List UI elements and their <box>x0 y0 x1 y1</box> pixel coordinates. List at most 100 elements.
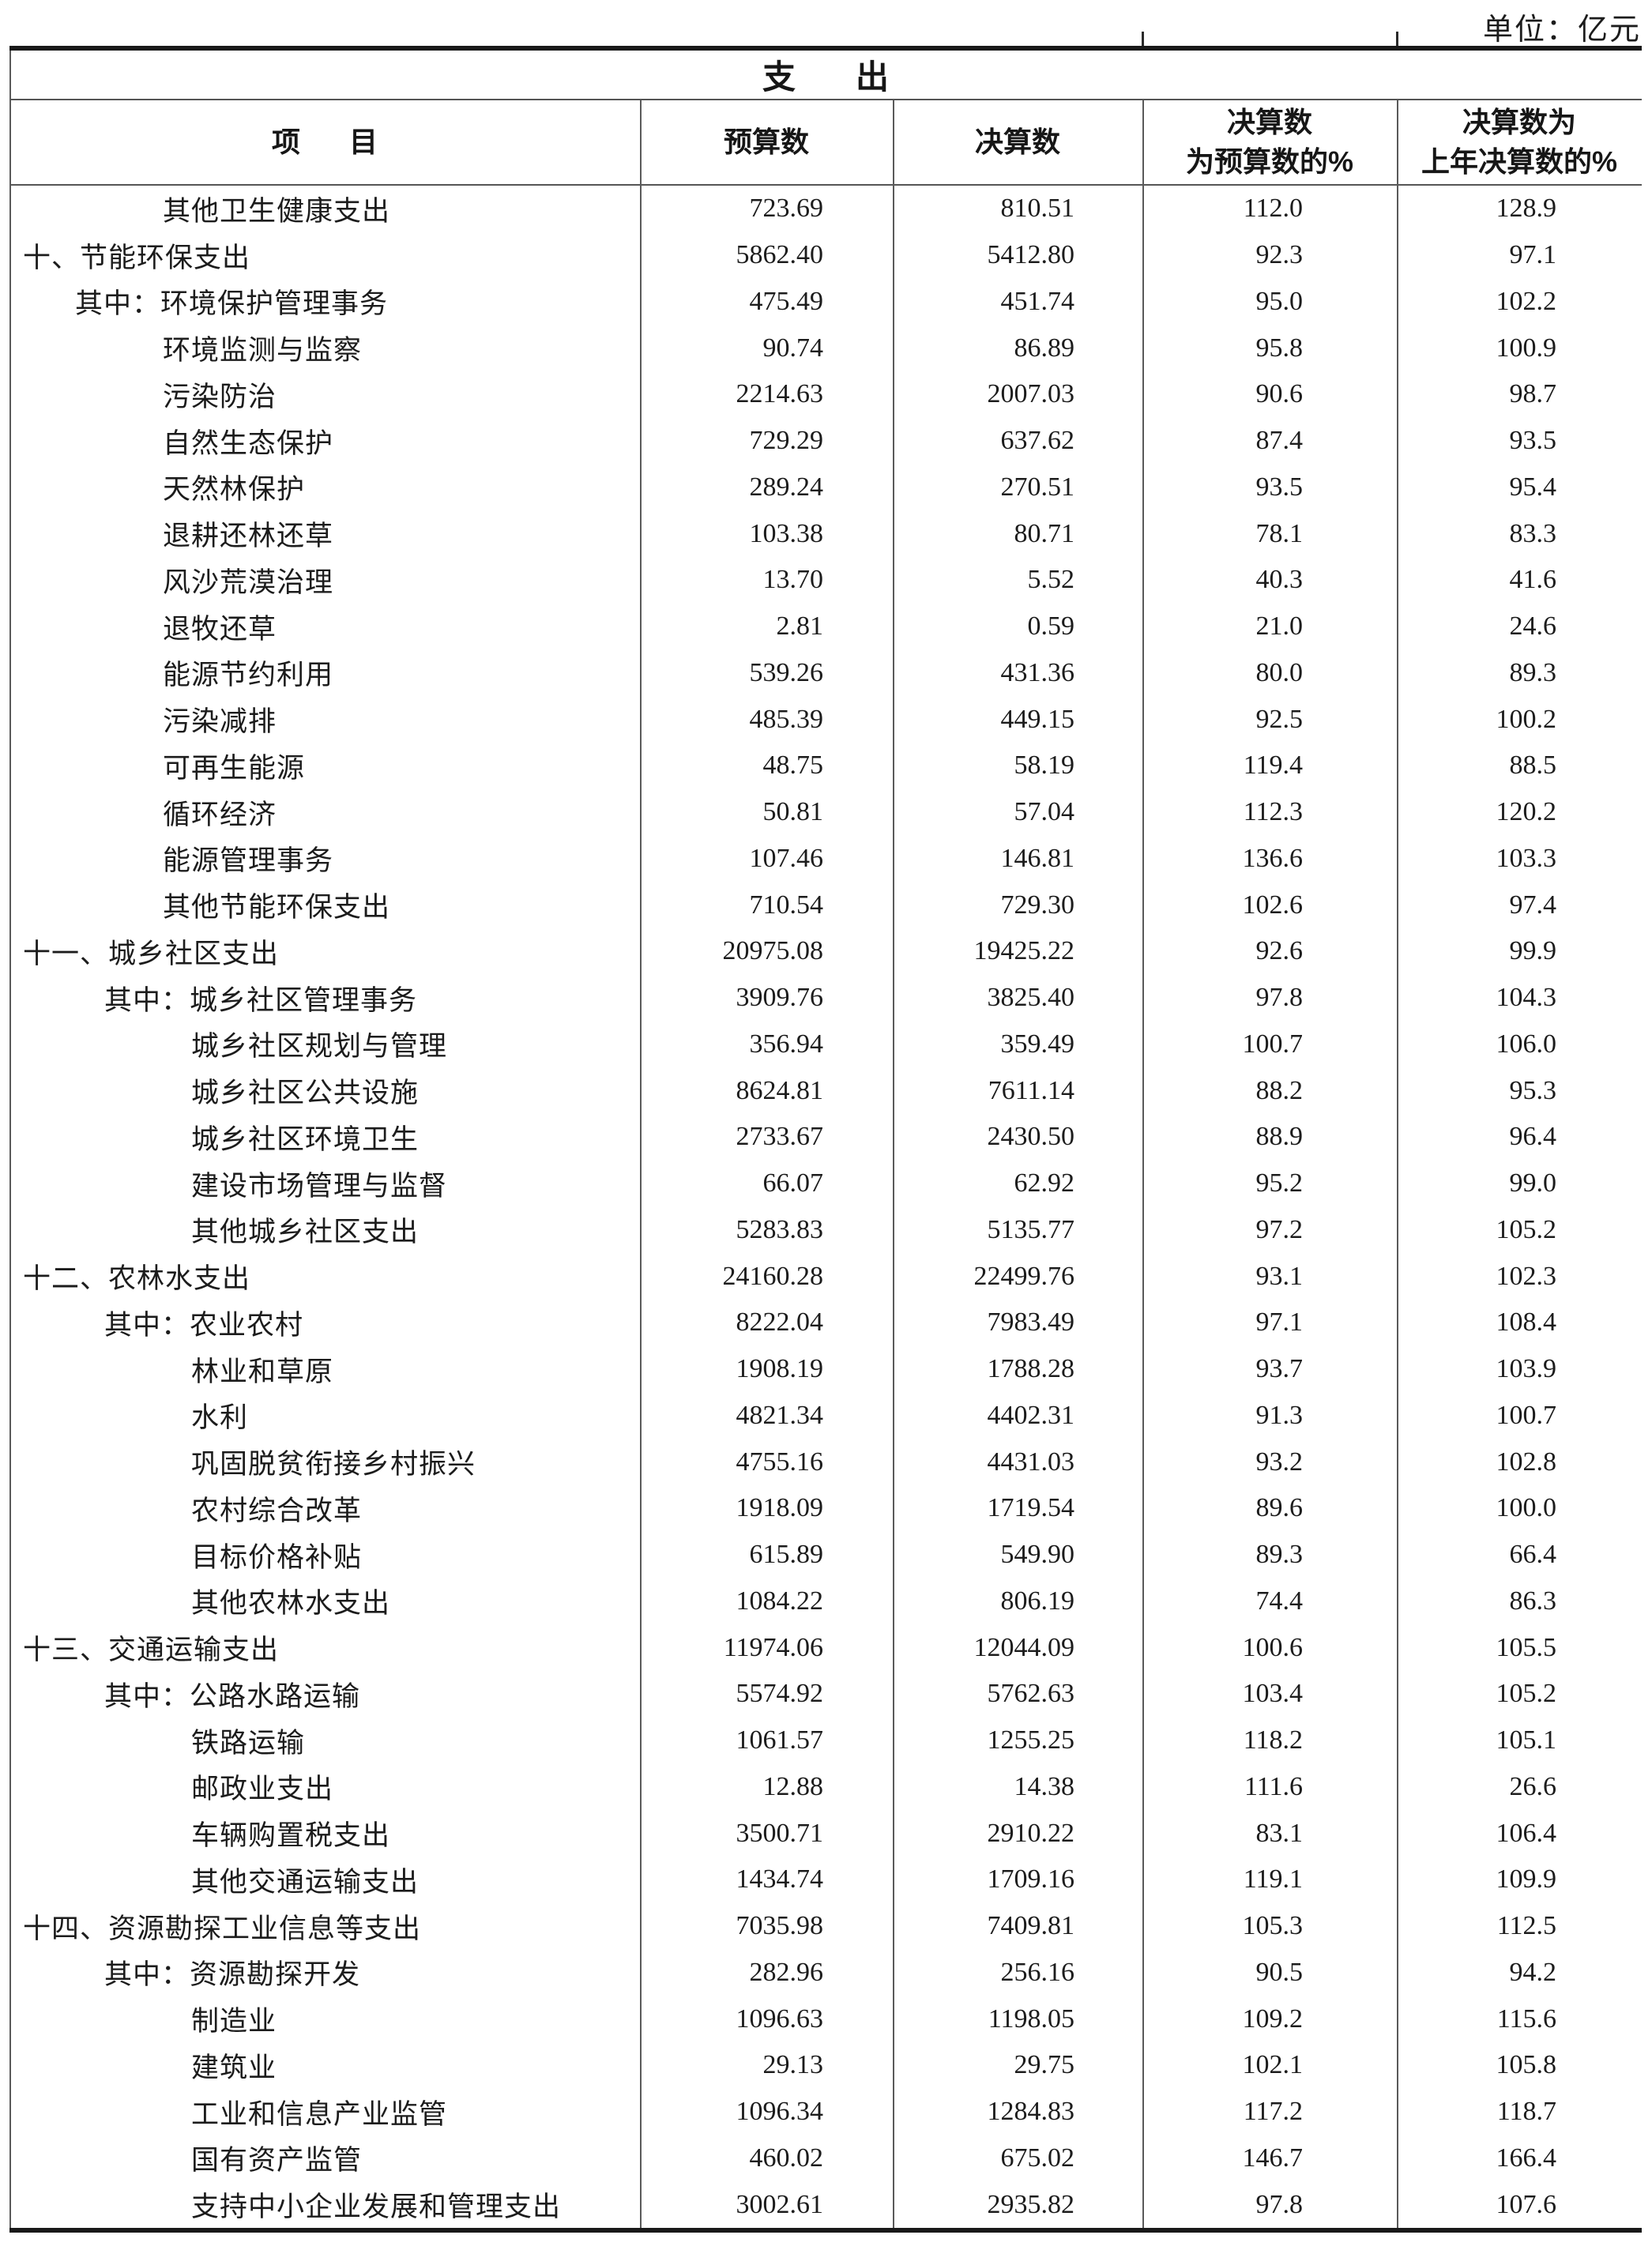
row-pct-of-prev-year-value: 112.5 <box>1496 1911 1556 1941</box>
row-pct-of-budget-value: 21.0 <box>1255 611 1304 642</box>
row-budget-value: 12.88 <box>762 1771 824 1801</box>
row-budget-value: 2733.67 <box>736 1122 824 1152</box>
row-budget-value: 48.75 <box>762 751 824 781</box>
row-pct-of-prev-year-value: 115.6 <box>1496 2004 1556 2034</box>
row-budget-value: 29.13 <box>762 2050 824 2080</box>
table-row: 林业和草原 1908.19 1788.28 93.7 103.9 <box>9 1346 1642 1393</box>
row-item-label: 退耕还林还草 <box>163 521 334 552</box>
table-title-char: 支 <box>762 58 796 96</box>
table-row: 自然生态保护 729.29 637.62 87.4 93.5 <box>9 418 1642 465</box>
column-divider-stub <box>1142 32 1144 46</box>
row-pct-of-budget-value: 40.3 <box>1255 565 1304 595</box>
row-pct-of-prev-year-value: 102.3 <box>1496 1261 1557 1291</box>
row-final-value: 675.02 <box>1000 2143 1075 2173</box>
row-final-value: 637.62 <box>1000 426 1075 456</box>
column-header-final-label: 决算数 <box>974 126 1060 158</box>
row-final-value: 22499.76 <box>973 1261 1075 1291</box>
table-row: 十一、城乡社区支出 20975.08 19425.22 92.6 99.9 <box>9 928 1642 975</box>
row-item-label: 车辆购置税支出 <box>191 1820 391 1852</box>
table-row: 城乡社区公共设施 8624.81 7611.14 88.2 95.3 <box>9 1067 1642 1114</box>
row-pct-of-prev-year-value: 105.8 <box>1496 2050 1557 2080</box>
row-budget-value: 289.24 <box>749 472 824 502</box>
table-row: 城乡社区环境卫生 2733.67 2430.50 88.9 96.4 <box>9 1114 1642 1161</box>
column-header-pct-of-budget: 决算数 为预算数的% <box>1142 100 1397 184</box>
row-item-label: 巩固脱贫衔接乡村振兴 <box>191 1449 476 1481</box>
row-pct-of-prev-year-value: 109.9 <box>1496 1864 1557 1894</box>
row-item-label: 其他节能环保支出 <box>163 892 391 924</box>
row-final-value: 5.52 <box>1027 565 1075 595</box>
row-item-label: 污染防治 <box>163 381 277 412</box>
unit-label: 单位：亿元 <box>1482 13 1641 47</box>
row-pct-of-budget-value: 91.3 <box>1255 1400 1304 1430</box>
row-pct-of-prev-year-value: 83.3 <box>1509 518 1557 548</box>
row-pct-of-prev-year-value: 93.5 <box>1509 426 1557 456</box>
row-item-label: 目标价格补贴 <box>191 1541 363 1573</box>
row-budget-value: 5862.40 <box>736 240 824 270</box>
row-final-value: 3825.40 <box>987 983 1075 1013</box>
row-budget-value: 3002.61 <box>736 2189 824 2219</box>
row-item-label: 风沙荒漠治理 <box>163 566 334 598</box>
row-budget-value: 103.38 <box>749 518 824 548</box>
table-row: 污染防治 2214.63 2007.03 90.6 98.7 <box>9 371 1642 418</box>
table-row: 目标价格补贴 615.89 549.90 89.3 66.4 <box>9 1532 1642 1578</box>
row-pct-of-budget-value: 80.0 <box>1255 657 1304 687</box>
column-divider <box>893 100 894 2228</box>
row-budget-value: 5574.92 <box>736 1679 824 1709</box>
row-final-value: 4402.31 <box>987 1400 1075 1430</box>
row-pct-of-prev-year-value: 89.3 <box>1509 657 1557 687</box>
row-pct-of-prev-year-value: 106.4 <box>1496 1818 1557 1848</box>
row-pct-of-budget-value: 97.2 <box>1255 1214 1304 1244</box>
row-final-value: 14.38 <box>1014 1771 1075 1801</box>
row-pct-of-prev-year-value: 99.9 <box>1509 936 1557 966</box>
row-budget-value: 1084.22 <box>736 1586 824 1616</box>
row-pct-of-budget-value: 93.7 <box>1255 1354 1304 1384</box>
table-row: 十四、资源勘探工业信息等支出 7035.98 7409.81 105.3 112… <box>9 1903 1642 1950</box>
row-final-value: 451.74 <box>1000 286 1075 316</box>
row-final-value: 729.30 <box>1000 890 1075 920</box>
row-budget-value: 13.70 <box>762 565 824 595</box>
row-budget-value: 50.81 <box>762 797 824 827</box>
row-final-value: 359.49 <box>1000 1029 1075 1059</box>
row-pct-of-budget-value: 90.5 <box>1255 1957 1304 1987</box>
row-item-label: 环境监测与监察 <box>163 335 363 367</box>
row-pct-of-prev-year-value: 26.6 <box>1509 1771 1557 1801</box>
row-pct-of-prev-year-value: 102.8 <box>1496 1447 1557 1477</box>
row-budget-value: 485.39 <box>749 704 824 734</box>
header-bottom-rule <box>9 184 1642 186</box>
row-pct-of-prev-year-value: 99.0 <box>1509 1168 1557 1198</box>
row-final-value: 1719.54 <box>987 1493 1075 1523</box>
row-budget-value: 615.89 <box>749 1540 824 1570</box>
row-item-label: 污染减排 <box>163 706 277 738</box>
row-item-label: 城乡社区环境卫生 <box>191 1123 420 1155</box>
row-final-value: 86.89 <box>1014 333 1075 363</box>
row-pct-of-prev-year-value: 103.9 <box>1496 1354 1557 1384</box>
column-header-budget-label: 预算数 <box>723 126 809 158</box>
row-pct-of-prev-year-value: 100.7 <box>1496 1400 1557 1430</box>
table-row: 建筑业 29.13 29.75 102.1 105.8 <box>9 2042 1642 2089</box>
column-header-item-char: 项 <box>271 126 300 158</box>
row-final-value: 7983.49 <box>987 1307 1075 1338</box>
row-pct-of-budget-value: 100.6 <box>1242 1632 1304 1662</box>
column-divider <box>640 100 642 2228</box>
row-pct-of-prev-year-value: 24.6 <box>1509 611 1557 642</box>
row-budget-value: 1096.63 <box>736 2004 824 2034</box>
row-item-label: 循环经济 <box>163 799 277 830</box>
row-final-value: 2430.50 <box>987 1122 1075 1152</box>
row-pct-of-budget-value: 111.6 <box>1244 1771 1303 1801</box>
row-pct-of-budget-value: 92.5 <box>1255 704 1304 734</box>
row-final-value: 7611.14 <box>988 1075 1074 1105</box>
row-final-value: 62.92 <box>1014 1168 1075 1198</box>
row-item-label: 天然林保护 <box>163 474 306 506</box>
row-pct-of-prev-year-value: 97.4 <box>1509 890 1557 920</box>
row-pct-of-budget-value: 92.6 <box>1255 936 1304 966</box>
row-final-value: 1788.28 <box>987 1354 1075 1384</box>
table-row: 污染减排 485.39 449.15 92.5 100.2 <box>9 696 1642 743</box>
row-budget-value: 24160.28 <box>722 1261 824 1291</box>
row-item-label: 退牧还草 <box>163 613 277 645</box>
row-pct-of-prev-year-value: 86.3 <box>1509 1586 1557 1616</box>
table-row: 车辆购置税支出 3500.71 2910.22 83.1 106.4 <box>9 1810 1642 1857</box>
table-row: 十二、农林水支出 24160.28 22499.76 93.1 102.3 <box>9 1253 1642 1300</box>
table-row: 其中：公路水路运输 5574.92 5762.63 103.4 105.2 <box>9 1671 1642 1718</box>
row-budget-value: 11974.06 <box>723 1632 823 1662</box>
row-pct-of-prev-year-value: 105.5 <box>1496 1632 1557 1662</box>
